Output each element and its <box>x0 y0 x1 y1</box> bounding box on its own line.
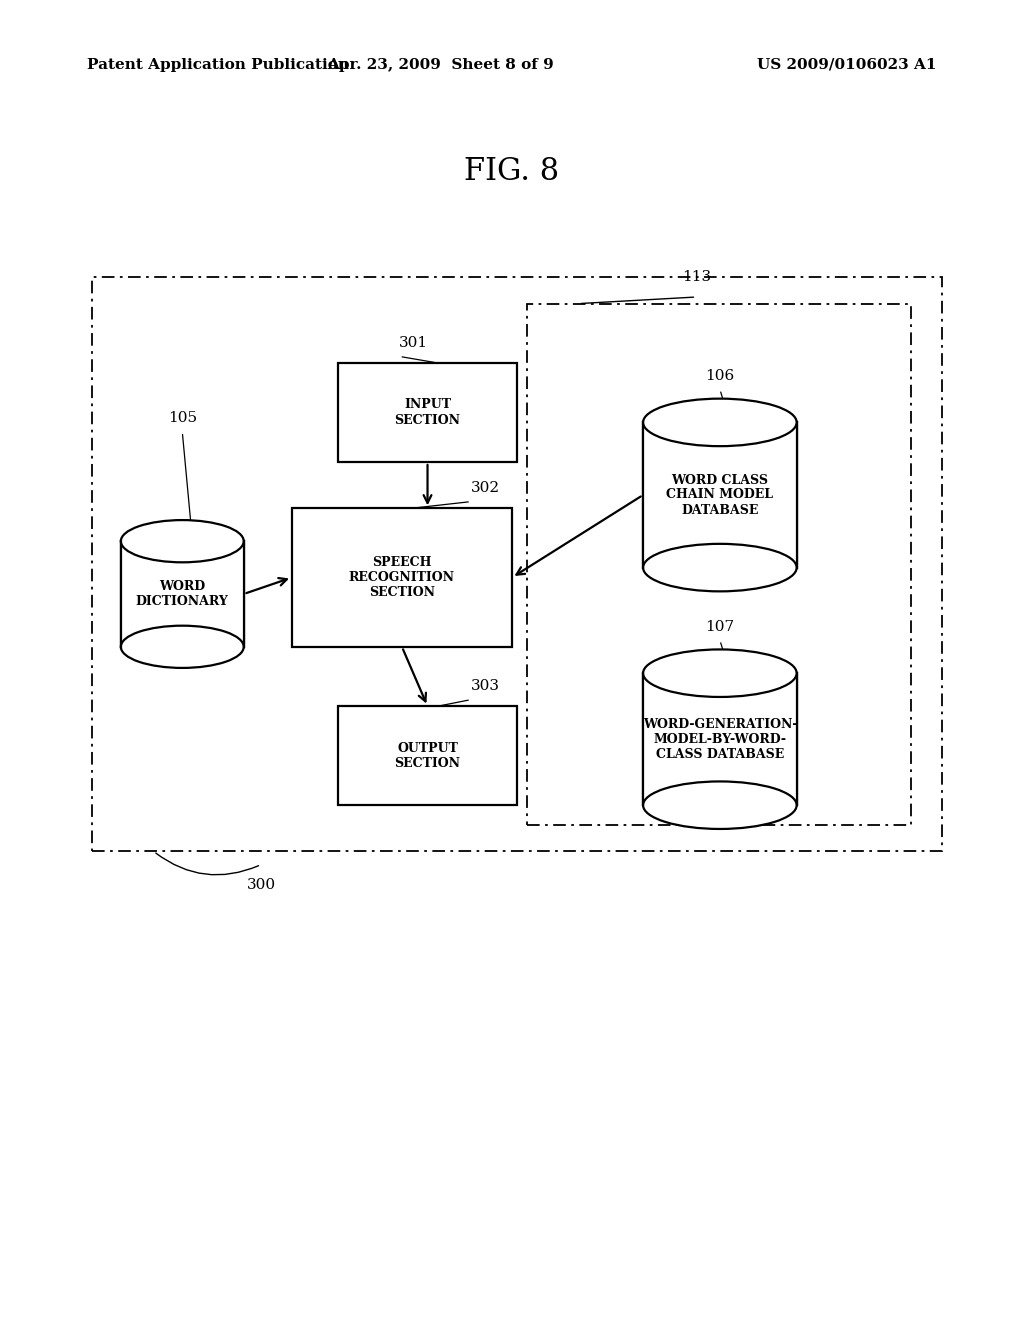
Bar <box>527 304 911 825</box>
Ellipse shape <box>121 626 244 668</box>
Text: Patent Application Publication: Patent Application Publication <box>87 58 349 71</box>
Bar <box>643 422 797 568</box>
Text: 303: 303 <box>471 678 500 693</box>
Text: FIG. 8: FIG. 8 <box>465 156 559 187</box>
Bar <box>92 277 942 851</box>
Text: WORD-GENERATION-
MODEL-BY-WORD-
CLASS DATABASE: WORD-GENERATION- MODEL-BY-WORD- CLASS DA… <box>643 718 797 760</box>
Text: 113: 113 <box>682 269 711 284</box>
Text: 301: 301 <box>399 335 428 350</box>
Text: 300: 300 <box>247 878 275 892</box>
Text: 302: 302 <box>471 480 500 495</box>
Ellipse shape <box>643 399 797 446</box>
Text: OUTPUT
SECTION: OUTPUT SECTION <box>394 742 461 770</box>
Bar <box>643 673 797 805</box>
Text: 107: 107 <box>706 619 734 634</box>
Bar <box>338 363 517 462</box>
Text: WORD CLASS
CHAIN MODEL
DATABASE: WORD CLASS CHAIN MODEL DATABASE <box>667 474 773 516</box>
Text: WORD
DICTIONARY: WORD DICTIONARY <box>136 579 228 609</box>
Bar <box>292 508 512 647</box>
Text: Apr. 23, 2009  Sheet 8 of 9: Apr. 23, 2009 Sheet 8 of 9 <box>327 58 554 71</box>
Text: INPUT
SECTION: INPUT SECTION <box>394 399 461 426</box>
Text: SPEECH
RECOGNITION
SECTION: SPEECH RECOGNITION SECTION <box>349 556 455 599</box>
Ellipse shape <box>643 544 797 591</box>
Ellipse shape <box>643 649 797 697</box>
Bar <box>338 706 517 805</box>
Text: US 2009/0106023 A1: US 2009/0106023 A1 <box>758 58 937 71</box>
Text: 105: 105 <box>168 411 197 425</box>
Bar <box>121 541 244 647</box>
Text: 106: 106 <box>706 368 734 383</box>
Ellipse shape <box>643 781 797 829</box>
Ellipse shape <box>121 520 244 562</box>
